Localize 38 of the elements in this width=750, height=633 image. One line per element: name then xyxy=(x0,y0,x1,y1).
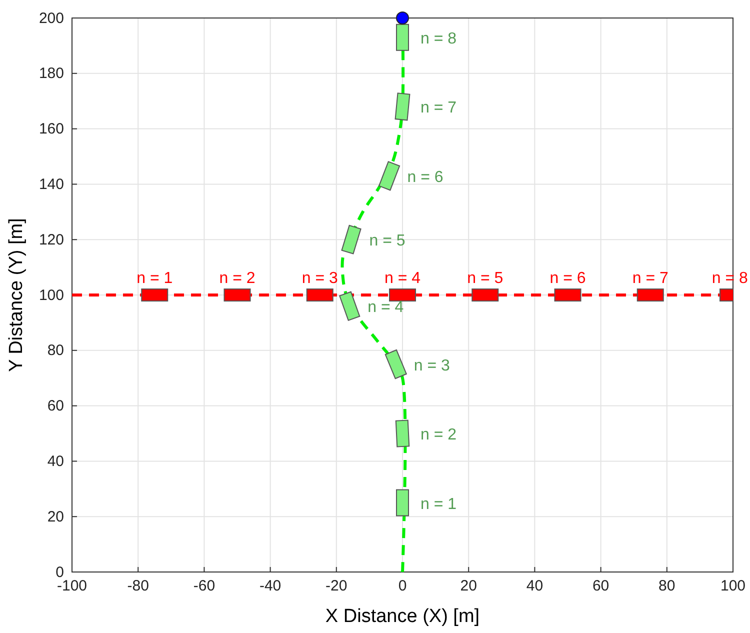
y-tick-label: 80 xyxy=(47,342,64,360)
x-tick-label: -20 xyxy=(326,578,348,595)
annotation: n = 8 xyxy=(420,30,457,48)
annotation: n = 6 xyxy=(407,168,444,186)
y-tick-label: 60 xyxy=(47,398,64,415)
x-tick-label: 0 xyxy=(398,578,407,595)
y-tick-label: 40 xyxy=(47,453,64,470)
annotation: n = 4 xyxy=(368,299,404,316)
y-tick-label: 140 xyxy=(38,176,64,193)
x-tick-label: -60 xyxy=(193,578,216,595)
y-tick-label: 160 xyxy=(38,120,64,138)
x-axis-title: X Distance (X) [m] xyxy=(325,606,480,627)
annotation: n = 4 xyxy=(384,270,421,287)
x-tick-label: 80 xyxy=(658,578,676,595)
annotation: n = 1 xyxy=(136,270,173,287)
y-tick-label: 20 xyxy=(47,508,64,526)
point xyxy=(396,12,409,24)
y-tick-label: 200 xyxy=(38,10,64,27)
annotation: n = 1 xyxy=(420,496,457,513)
annotation: n = 2 xyxy=(219,270,256,287)
annotation: n = 3 xyxy=(302,270,338,287)
y-axis-title: Y Distance (Y) [m] xyxy=(6,218,27,372)
y-tick-label: 120 xyxy=(38,231,64,248)
x-tick-label: -40 xyxy=(259,578,282,595)
annotation: n = 7 xyxy=(420,100,457,117)
y-tick-label: 180 xyxy=(38,65,64,82)
x-tick-label: 60 xyxy=(592,578,610,595)
x-tick-label: -80 xyxy=(127,578,149,595)
annotation: n = 3 xyxy=(414,357,450,374)
annotation: n = 5 xyxy=(369,232,406,250)
annotation: n = 2 xyxy=(420,426,457,444)
x-tick-label: 20 xyxy=(460,578,477,595)
annotation: n = 7 xyxy=(632,270,668,287)
y-tick-label: 100 xyxy=(38,286,64,304)
x-tick-label: 40 xyxy=(526,578,544,595)
x-tick-label: 100 xyxy=(720,578,746,595)
annotation: n = 6 xyxy=(550,270,586,287)
annotation: n = 5 xyxy=(467,270,504,287)
